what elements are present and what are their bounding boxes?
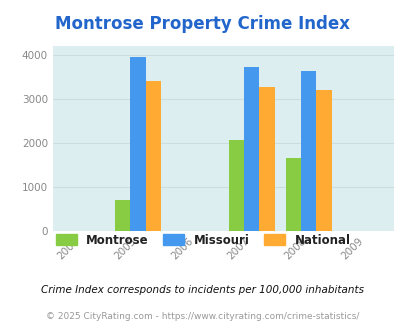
Text: Crime Index corresponds to incidents per 100,000 inhabitants: Crime Index corresponds to incidents per… [41,285,364,295]
Legend: Montrose, Missouri, National: Montrose, Missouri, National [51,229,354,251]
Text: Montrose Property Crime Index: Montrose Property Crime Index [55,15,350,33]
Bar [228,140,243,231]
Bar [145,81,161,231]
Bar [285,158,300,231]
Bar [115,200,130,231]
Bar [300,72,315,231]
Bar [243,67,259,231]
Bar [315,90,331,231]
Bar [130,57,145,231]
Bar [259,87,274,231]
Text: © 2025 CityRating.com - https://www.cityrating.com/crime-statistics/: © 2025 CityRating.com - https://www.city… [46,312,359,321]
